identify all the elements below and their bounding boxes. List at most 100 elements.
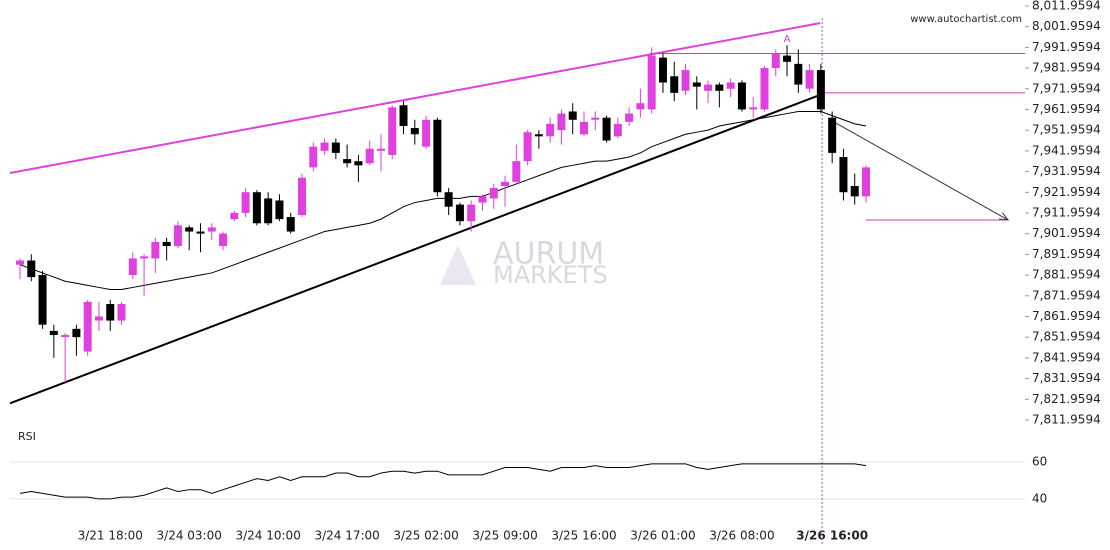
candle-body (264, 198, 273, 224)
candle-body (94, 316, 103, 321)
y-tick-label: 7,931.9594 (1032, 164, 1101, 178)
x-tick-label: 3/24 10:00 (235, 529, 300, 543)
candle-body (117, 303, 126, 321)
y-tick-label: 7,891.9594 (1032, 247, 1101, 261)
candle-body (49, 330, 58, 336)
candle-body (196, 231, 205, 234)
candle-body (252, 192, 261, 224)
candle-body (478, 196, 487, 203)
candle-body (162, 241, 171, 247)
candle-body (61, 335, 70, 338)
candle-body (501, 181, 510, 187)
y-tick-label: 7,951.9594 (1032, 123, 1101, 137)
candle-body (704, 84, 713, 91)
pattern-label: A (784, 34, 791, 45)
candle-body (376, 148, 385, 151)
candle-body (343, 159, 352, 164)
candle-body (862, 167, 870, 197)
y-tick-label: 7,821.9594 (1032, 392, 1101, 406)
candle-body (850, 186, 859, 197)
candle-body (828, 117, 837, 153)
x-tick-label: 3/24 17:00 (314, 529, 379, 543)
candle-body (839, 157, 848, 193)
candle-body (241, 192, 250, 213)
candle-body (534, 134, 543, 137)
trend-line (9, 93, 821, 405)
candle-body (613, 123, 622, 137)
candle-body (286, 217, 295, 232)
y-tick-label: 7,841.9594 (1032, 350, 1101, 364)
candle-body (106, 303, 115, 321)
candle-body (433, 119, 442, 193)
candle-body (140, 256, 149, 259)
candle-body (422, 119, 431, 147)
y-tick-label: 8,011.9594 (1032, 0, 1101, 13)
x-tick-label: 3/26 01:00 (630, 529, 695, 543)
candle-body (636, 103, 645, 110)
candle-body (388, 107, 397, 155)
candle-body (151, 241, 160, 259)
candle-body (331, 142, 340, 153)
y-tick-label: 7,831.9594 (1032, 371, 1101, 385)
candle-body (489, 188, 498, 199)
x-tick-label: 3/25 09:00 (472, 529, 537, 543)
candle-body (692, 82, 701, 87)
candle-body (16, 260, 24, 265)
candle-body (128, 258, 137, 276)
y-tick-label: 7,901.9594 (1032, 226, 1101, 240)
candle-body (726, 82, 735, 89)
candle-body (83, 301, 92, 352)
candle-body (410, 128, 419, 135)
candle-body (557, 113, 566, 131)
y-tick-label: 8,001.9594 (1032, 19, 1101, 33)
y-tick-label: 7,911.9594 (1032, 205, 1101, 219)
candle-body (230, 212, 239, 220)
source: www.autochartist.com (910, 14, 1022, 25)
candle-body (185, 227, 194, 232)
x-tick-label: 3/21 18:00 (78, 529, 143, 543)
candle-body (523, 132, 532, 162)
candle-body (455, 204, 464, 222)
candle-body (658, 57, 667, 83)
candle-body (715, 84, 724, 91)
candle-body (816, 70, 825, 110)
candle-body (546, 123, 555, 137)
candle-body (580, 121, 588, 135)
y-tick-label: 7,871.9594 (1032, 288, 1101, 302)
candle-body (298, 177, 306, 215)
y-tick-label: 7,851.9594 (1032, 330, 1101, 344)
candle-body (275, 200, 284, 220)
candle-body (568, 111, 577, 120)
rsi-label: RSI (18, 430, 36, 443)
y-tick-label: 40 (1032, 491, 1047, 505)
candle-body (354, 161, 363, 166)
candle-body (737, 82, 746, 110)
candle-body (771, 53, 780, 69)
x-tick-label: 3/26 08:00 (709, 529, 774, 543)
candle-body (760, 68, 769, 110)
candle-body (783, 55, 792, 62)
watermark-logo (440, 245, 476, 285)
watermark-text: MARKETS (493, 261, 608, 289)
x-tick-label: 3/25 02:00 (393, 529, 458, 543)
candle-body (444, 192, 453, 207)
x-tick-label: 3/25 16:00 (551, 529, 616, 543)
candle-body (625, 113, 634, 122)
y-tick-label: 7,921.9594 (1032, 185, 1101, 199)
candle-body (647, 55, 656, 110)
candle-body (219, 233, 228, 247)
watermark-text: AURUM (493, 237, 604, 272)
candle-body (173, 225, 182, 247)
moving-average (19, 110, 867, 291)
watermark: AURUM MARKETS (440, 237, 608, 289)
candle-body (72, 328, 81, 338)
y-tick-label: 7,961.9594 (1032, 102, 1101, 116)
candle-body (794, 63, 803, 85)
candle-body (670, 76, 679, 93)
candle-body (399, 105, 408, 126)
candle-body (365, 148, 374, 164)
y-tick-label: 7,811.9594 (1032, 412, 1101, 426)
y-tick-label: 7,981.9594 (1032, 61, 1101, 75)
candle-body (27, 260, 36, 278)
